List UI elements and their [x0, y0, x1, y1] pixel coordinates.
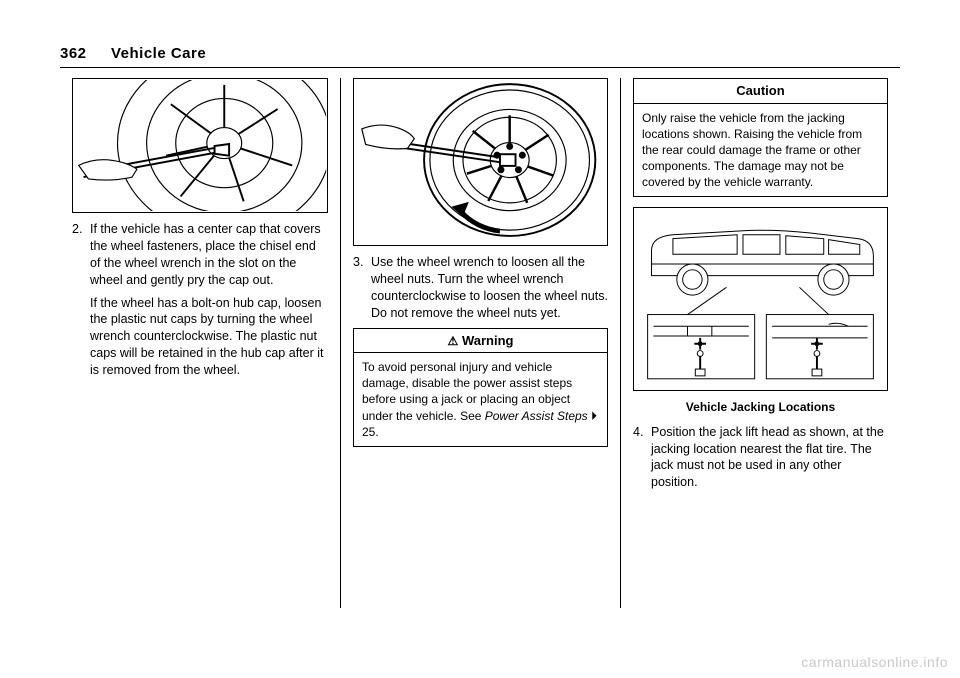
warning-title: ⚠ Warning: [354, 329, 607, 354]
step-4: 4. Position the jack lift head as shown,…: [633, 424, 888, 492]
column-3: Caution Only raise the vehicle from the …: [620, 78, 900, 608]
column-2: 3. Use the wheel wrench to loosen all th…: [340, 78, 620, 608]
warning-body: To avoid personal injury and vehicle dam…: [354, 353, 607, 446]
warning-title-text: Warning: [462, 333, 514, 348]
page-header: 362 Vehicle Care: [60, 45, 900, 68]
section-title: Vehicle Care: [111, 45, 206, 62]
figure-jacking-locations: [633, 207, 888, 391]
columns: 2. If the vehicle has a center cap that …: [60, 78, 900, 608]
step-text: Use the wheel wrench to loosen all the w…: [371, 254, 608, 322]
caution-body: Only raise the vehicle from the jacking …: [634, 104, 887, 197]
step-number: 2.: [72, 221, 90, 289]
step-2: 2. If the vehicle has a center cap that …: [72, 221, 328, 289]
page-number: 362: [60, 45, 87, 62]
watermark: carmanualsonline.info: [801, 654, 948, 670]
step-text: If the vehicle has a center cap that cov…: [90, 221, 328, 289]
step-3: 3. Use the wheel wrench to loosen all th…: [353, 254, 608, 322]
warning-icon: ⚠: [448, 334, 459, 348]
figure-pry-cap: [72, 78, 328, 213]
step-2-continued: If the wheel has a bolt-on hub cap, loos…: [90, 295, 328, 379]
caution-box: Caution Only raise the vehicle from the …: [633, 78, 888, 197]
figure-loosen-nuts: [353, 78, 608, 246]
warning-ref: Power Assist Steps: [485, 409, 588, 423]
caution-title: Caution: [634, 79, 887, 104]
warning-box: ⚠ Warning To avoid personal injury and v…: [353, 328, 608, 447]
column-1: 2. If the vehicle has a center cap that …: [60, 78, 340, 608]
step-text: Position the jack lift head as shown, at…: [651, 424, 888, 492]
manual-page: 362 Vehicle Care: [60, 45, 900, 625]
step-number: 4.: [633, 424, 651, 492]
figure-caption: Vehicle Jacking Locations: [633, 399, 888, 415]
step-number: 3.: [353, 254, 371, 322]
